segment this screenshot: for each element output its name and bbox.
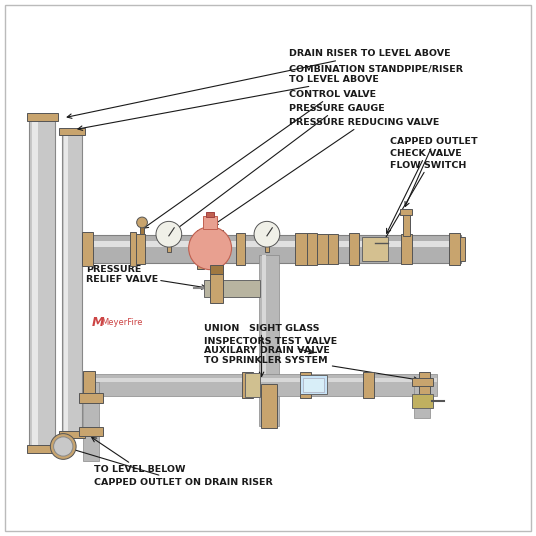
Bar	[349, 233, 359, 265]
Bar	[62, 134, 82, 437]
Bar	[197, 230, 204, 269]
Bar	[206, 212, 214, 217]
Circle shape	[54, 437, 73, 456]
Bar	[402, 235, 461, 263]
Bar	[242, 372, 253, 398]
Bar	[27, 113, 58, 121]
Bar	[82, 232, 93, 266]
Bar	[295, 233, 307, 265]
Bar	[458, 237, 465, 261]
Bar	[32, 118, 38, 450]
Bar	[204, 280, 260, 297]
Text: CAPPED OUTLET ON DRAIN RISER: CAPPED OUTLET ON DRAIN RISER	[67, 447, 272, 487]
Bar	[419, 372, 430, 398]
Bar	[401, 234, 412, 264]
Bar	[412, 378, 433, 386]
Bar	[362, 237, 388, 261]
Bar	[262, 255, 266, 426]
Bar	[64, 134, 68, 437]
Circle shape	[189, 227, 232, 270]
Bar	[59, 431, 85, 438]
Circle shape	[156, 221, 182, 247]
Bar	[317, 234, 328, 264]
Bar	[259, 255, 279, 426]
Bar	[136, 234, 145, 264]
Bar	[307, 233, 317, 265]
Bar	[328, 234, 338, 264]
Bar	[59, 128, 85, 135]
Bar	[79, 393, 103, 403]
Text: CAPPED OUTLET: CAPPED OUTLET	[390, 137, 478, 206]
Text: TO LEVEL BELOW: TO LEVEL BELOW	[92, 437, 185, 474]
Bar	[265, 236, 269, 252]
Text: M: M	[92, 316, 105, 329]
Circle shape	[137, 217, 147, 228]
Text: DRAIN RISER TO LEVEL ABOVE: DRAIN RISER TO LEVEL ABOVE	[67, 49, 451, 118]
Bar	[400, 209, 412, 215]
Bar	[217, 230, 223, 269]
Bar	[83, 371, 95, 399]
Bar	[303, 378, 324, 392]
Bar	[300, 375, 327, 394]
Bar	[79, 427, 103, 436]
Bar	[130, 232, 136, 266]
Text: PRESSURE
RELIEF VALVE: PRESSURE RELIEF VALVE	[86, 265, 206, 289]
Text: PRESSURE GAUGE: PRESSURE GAUGE	[172, 104, 385, 232]
Text: CHECK VALVE: CHECK VALVE	[386, 149, 462, 233]
Bar	[363, 372, 374, 398]
Text: CONTROL VALVE: CONTROL VALVE	[144, 90, 377, 228]
Text: AUXILARY DRAIN VALVE
TO SPRINKLER SYSTEM: AUXILARY DRAIN VALVE TO SPRINKLER SYSTEM	[204, 346, 419, 382]
Text: MeyerFire: MeyerFire	[101, 318, 142, 327]
Bar	[236, 233, 245, 265]
Bar	[83, 374, 437, 396]
Bar	[140, 222, 144, 234]
Bar	[449, 233, 460, 265]
Bar	[83, 378, 437, 382]
Bar	[210, 273, 223, 303]
Bar	[83, 382, 99, 461]
Bar	[300, 372, 311, 398]
Bar	[83, 241, 402, 247]
Text: PRESSURE REDUCING VALVE: PRESSURE REDUCING VALVE	[213, 118, 440, 225]
Bar	[412, 394, 433, 408]
Circle shape	[50, 434, 76, 459]
Bar	[27, 445, 58, 453]
Text: COMBINATION STANDPIPE/RISER
TO LEVEL ABOVE: COMBINATION STANDPIPE/RISER TO LEVEL ABO…	[78, 64, 464, 130]
Bar	[245, 373, 260, 397]
Text: INSPECTORS TEST VALVE: INSPECTORS TEST VALVE	[204, 337, 337, 354]
Bar	[210, 265, 223, 274]
Bar	[203, 216, 217, 229]
Circle shape	[254, 221, 280, 247]
Text: FLOW SWITCH: FLOW SWITCH	[382, 161, 466, 245]
Bar	[402, 241, 461, 247]
Text: UNION   SIGHT GLASS: UNION SIGHT GLASS	[204, 324, 319, 377]
Bar	[83, 235, 402, 263]
Bar	[414, 383, 430, 418]
Bar	[167, 236, 171, 252]
Bar	[261, 384, 277, 428]
Bar	[29, 118, 55, 450]
Bar	[403, 214, 410, 236]
